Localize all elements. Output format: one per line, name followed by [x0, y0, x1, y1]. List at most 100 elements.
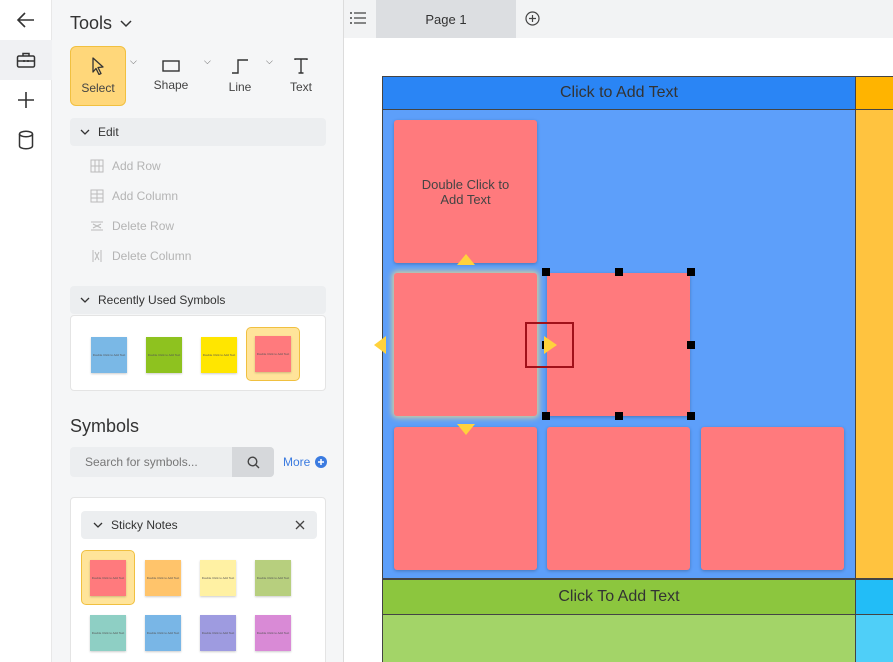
- sticky-swatch-orange[interactable]: Double Click to Add Text: [145, 560, 181, 596]
- sticky-note-selected[interactable]: [547, 273, 690, 416]
- delete-row-item[interactable]: Delete Row: [90, 219, 174, 233]
- recent-swatch-yellow[interactable]: Double Click to Add Text: [201, 337, 237, 373]
- resize-handle-se[interactable]: [687, 412, 695, 420]
- cyan-lane-body[interactable]: [855, 614, 893, 662]
- tools-title[interactable]: Tools: [70, 13, 132, 34]
- sticky-swatch-pink[interactable]: Double Click to Add Text: [255, 615, 291, 651]
- page-list-button[interactable]: [350, 11, 366, 30]
- cyan-lane-header[interactable]: [855, 579, 893, 615]
- sticky-swatch-blue[interactable]: Double Click to Add Text: [145, 615, 181, 651]
- text-tool[interactable]: Text: [284, 46, 318, 106]
- text-icon: [294, 58, 308, 74]
- plus-icon: [18, 92, 34, 108]
- sticky-note-1[interactable]: Double Click to Add Text: [394, 120, 537, 263]
- cursor-icon: [92, 57, 104, 75]
- resize-handle-sw[interactable]: [542, 412, 550, 420]
- add-page-button[interactable]: [525, 11, 540, 31]
- lane-header-text: Click to Add Text: [560, 84, 678, 101]
- chevron-down-icon: [93, 522, 103, 528]
- connect-arrow-left-icon[interactable]: [374, 336, 386, 354]
- chevron-down-icon: [120, 19, 132, 27]
- tools-button[interactable]: [0, 40, 52, 80]
- sticky-note-6[interactable]: [701, 427, 844, 570]
- connect-arrow-right-icon[interactable]: [544, 336, 557, 354]
- arrow-left-icon: [16, 12, 34, 28]
- add-button[interactable]: [0, 80, 52, 120]
- close-icon[interactable]: [295, 520, 305, 530]
- back-button[interactable]: [0, 0, 52, 40]
- sticky-swatch-green[interactable]: Double Click to Add Text: [255, 560, 291, 596]
- lane-footer-text: Click To Add Text: [558, 588, 680, 605]
- line-icon: [232, 59, 248, 74]
- resize-handle-nw[interactable]: [542, 268, 550, 276]
- focus-highlight-box: [525, 322, 574, 368]
- shape-tool-caret-icon[interactable]: ⌵: [204, 56, 211, 66]
- plus-circle-icon: [525, 11, 540, 26]
- lane-header[interactable]: Click to Add Text: [382, 76, 856, 110]
- connect-arrow-down-icon[interactable]: [457, 424, 475, 435]
- add-row-label: Add Row: [112, 159, 161, 173]
- delete-column-label: Delete Column: [112, 249, 192, 263]
- sticky-note-text: Double Click to Add Text: [421, 176, 510, 207]
- recent-symbols-header[interactable]: Recently Used Symbols: [70, 286, 326, 314]
- select-tool-label: Select: [81, 81, 115, 95]
- edit-section-header[interactable]: Edit: [70, 118, 326, 146]
- swatch-text: Double Click to Add Text: [147, 353, 181, 357]
- delete-row-label: Delete Row: [112, 219, 175, 233]
- chevron-down-icon: [80, 297, 90, 303]
- plus-circle-icon: [315, 456, 328, 468]
- side-lane-body[interactable]: [855, 109, 893, 579]
- more-symbols-link[interactable]: More: [283, 455, 328, 469]
- green-lane-body[interactable]: [382, 614, 856, 662]
- select-tool-caret-icon[interactable]: ⌵: [130, 56, 137, 66]
- line-tool-caret-icon[interactable]: ⌵: [266, 56, 273, 66]
- resize-handle-ne[interactable]: [687, 268, 695, 276]
- shape-tool[interactable]: Shape: [148, 46, 194, 106]
- resize-handle-e[interactable]: [687, 341, 695, 349]
- side-lane-header[interactable]: [855, 76, 893, 110]
- edit-section-title: Edit: [98, 125, 119, 139]
- sticky-swatch-purple[interactable]: Double Click to Add Text: [200, 615, 236, 651]
- chevron-down-icon: [80, 129, 90, 135]
- page-bar: Page 1: [344, 0, 893, 38]
- recent-swatch-green[interactable]: Double Click to Add Text: [146, 337, 182, 373]
- resize-handle-s[interactable]: [615, 412, 623, 420]
- page-tab-label: Page 1: [425, 11, 467, 27]
- add-row-item[interactable]: Add Row: [90, 159, 161, 173]
- shape-tool-label: Shape: [153, 78, 189, 92]
- search-icon: [246, 455, 259, 468]
- swatch-text: Double Click to Add Text: [91, 631, 125, 635]
- recent-swatch-red[interactable]: Double Click to Add Text: [255, 336, 291, 372]
- lane-footer[interactable]: Click To Add Text: [382, 579, 856, 615]
- search-button[interactable]: [232, 447, 274, 477]
- recent-swatch-blue[interactable]: Double Click to Add Text: [91, 337, 127, 373]
- sticky-swatch-yellow[interactable]: Double Click to Add Text: [200, 560, 236, 596]
- tab-page-1[interactable]: Page 1: [376, 0, 516, 38]
- delete-column-item[interactable]: Delete Column: [90, 249, 191, 263]
- delete-row-icon: [91, 221, 103, 231]
- swatch-text: Double Click to Add Text: [92, 353, 126, 357]
- data-button[interactable]: [0, 120, 52, 160]
- sticky-note-4[interactable]: [394, 427, 537, 570]
- delete-column-icon: [92, 250, 102, 262]
- line-tool[interactable]: Line: [222, 46, 258, 106]
- swatch-text: Double Click to Add Text: [202, 353, 236, 357]
- connect-arrow-up-icon[interactable]: [457, 254, 475, 265]
- swatch-text: Double Click to Add Text: [146, 631, 180, 635]
- text-tool-label: Text: [289, 80, 312, 94]
- tools-panel: Tools Select ⌵ Shape ⌵ Line ⌵ Text Edit …: [52, 0, 344, 662]
- sticky-notes-title: Sticky Notes: [111, 518, 178, 532]
- add-column-label: Add Column: [112, 189, 179, 203]
- swatch-text: Double Click to Add Text: [256, 352, 290, 356]
- select-tool[interactable]: Select: [70, 46, 126, 106]
- canvas[interactable]: Click to Add Text Click To Add Text Doub…: [344, 38, 893, 662]
- tools-title-label: Tools: [70, 13, 113, 33]
- sticky-swatch-teal[interactable]: Double Click to Add Text: [90, 615, 126, 651]
- list-icon: [350, 12, 366, 24]
- sticky-note-hovered[interactable]: [394, 273, 537, 416]
- sticky-note-5[interactable]: [547, 427, 690, 570]
- sticky-notes-header[interactable]: Sticky Notes: [81, 511, 317, 539]
- resize-handle-n[interactable]: [615, 268, 623, 276]
- add-column-item[interactable]: Add Column: [90, 189, 178, 203]
- sticky-swatch-red[interactable]: Double Click to Add Text: [90, 560, 126, 596]
